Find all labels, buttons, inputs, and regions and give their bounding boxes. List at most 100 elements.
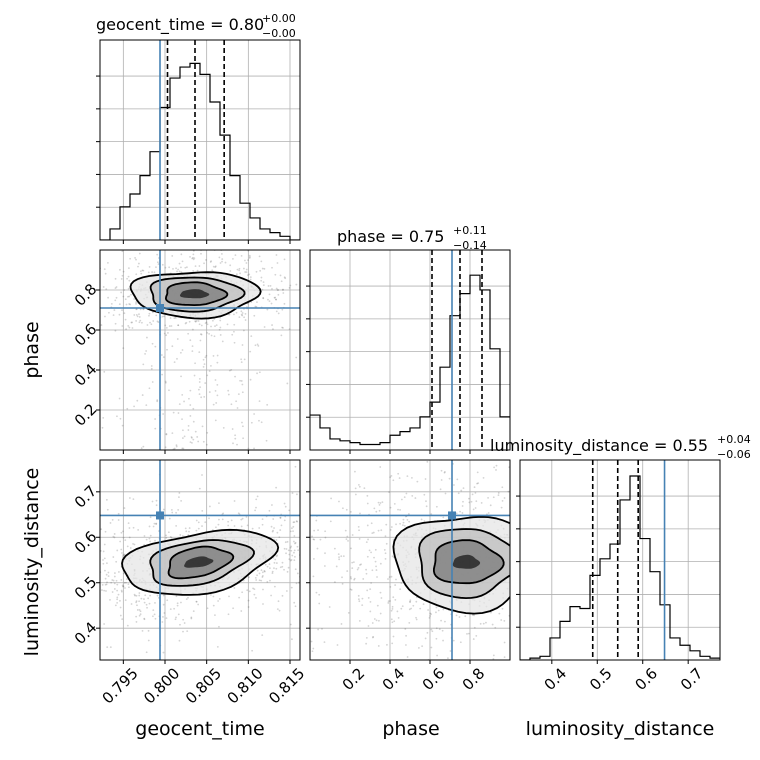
sample-point	[512, 557, 514, 559]
sample-point	[365, 541, 368, 544]
sample-point	[245, 271, 248, 274]
sample-point	[406, 475, 409, 478]
sample-point	[139, 319, 142, 322]
sample-point	[379, 612, 382, 615]
sample-point	[443, 471, 446, 474]
sample-point	[168, 517, 171, 520]
sample-point	[284, 277, 287, 280]
sample-point	[151, 271, 154, 273]
sample-point	[274, 273, 277, 276]
sample-point	[169, 317, 172, 319]
sample-point	[182, 429, 184, 432]
histogram-luminosity_distance	[520, 475, 720, 660]
sample-point	[100, 324, 103, 326]
sample-point	[94, 600, 96, 602]
sample-point	[262, 284, 265, 287]
sample-point	[564, 554, 566, 556]
sample-point	[367, 597, 370, 599]
sample-point	[111, 591, 114, 593]
sample-point	[281, 594, 284, 597]
sample-point	[212, 604, 215, 607]
sample-point	[326, 517, 328, 519]
sample-point	[150, 365, 153, 367]
sample-point	[180, 499, 183, 502]
sample-point	[477, 482, 480, 485]
sample-point	[472, 508, 475, 511]
sample-point	[524, 608, 526, 610]
sample-point	[217, 600, 220, 602]
sample-point	[350, 577, 352, 580]
sample-point	[147, 639, 150, 642]
sample-point	[293, 540, 295, 543]
sample-point	[491, 623, 494, 626]
sample-point	[152, 525, 155, 528]
sample-point	[312, 296, 314, 298]
sample-point	[459, 510, 461, 513]
sample-point	[152, 609, 155, 611]
sample-point	[124, 318, 127, 321]
sample-point	[563, 596, 565, 598]
sample-point	[293, 555, 296, 558]
sample-point	[113, 575, 116, 578]
sample-point	[275, 254, 278, 256]
sample-point	[183, 400, 185, 403]
xlabel-geocent-time: geocent_time	[135, 718, 264, 740]
sample-point	[193, 257, 196, 260]
sample-point	[103, 557, 106, 560]
sample-point	[261, 288, 264, 291]
sample-point	[135, 594, 138, 597]
sample-point	[373, 507, 376, 510]
sample-point	[205, 259, 207, 261]
sample-point	[542, 510, 544, 512]
sample-point	[341, 576, 343, 579]
sample-point	[278, 609, 281, 612]
sample-point	[549, 537, 551, 539]
sample-point	[147, 629, 150, 632]
sample-point	[489, 504, 492, 507]
sample-point	[206, 431, 209, 434]
sample-point	[498, 671, 500, 673]
sample-point	[261, 576, 264, 578]
sample-point	[357, 272, 359, 274]
ylabel-phase: phase	[21, 321, 43, 378]
sample-point	[527, 537, 529, 539]
sample-point	[440, 619, 442, 622]
sample-point	[191, 257, 194, 260]
sample-point	[218, 502, 220, 505]
sample-point	[288, 553, 291, 556]
sample-point	[138, 609, 141, 611]
sample-point	[521, 576, 523, 578]
sample-point	[449, 650, 452, 652]
sample-point	[435, 627, 438, 630]
sample-point	[249, 350, 252, 353]
sample-point	[276, 554, 279, 557]
sample-point	[500, 619, 503, 621]
sample-point	[370, 551, 372, 554]
sample-point	[121, 325, 124, 327]
sample-point	[132, 498, 135, 501]
sample-point	[201, 525, 203, 527]
sample-point	[136, 399, 139, 402]
sample-point	[106, 508, 109, 511]
sample-point	[124, 599, 127, 601]
sample-point	[427, 609, 429, 611]
sample-point	[289, 559, 292, 562]
sample-point	[170, 508, 173, 511]
sample-point	[195, 319, 198, 322]
sample-point	[128, 303, 131, 305]
sample-point	[189, 389, 192, 392]
sample-point	[572, 542, 574, 544]
sample-point	[182, 437, 184, 439]
sample-point	[224, 261, 227, 264]
sample-point	[570, 641, 572, 643]
sample-point	[175, 616, 177, 619]
sample-point	[253, 588, 256, 591]
sample-point	[383, 549, 386, 551]
sample-point	[250, 335, 253, 338]
sample-point	[544, 503, 546, 505]
sample-point	[95, 285, 97, 287]
sample-point	[324, 530, 327, 533]
sample-point	[115, 560, 118, 563]
sample-point	[124, 587, 126, 589]
sample-point	[109, 598, 111, 601]
